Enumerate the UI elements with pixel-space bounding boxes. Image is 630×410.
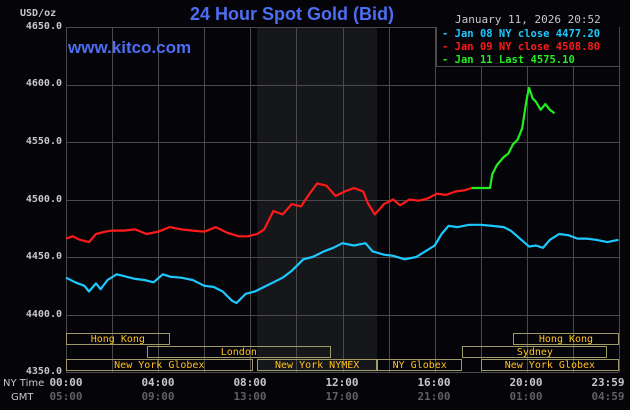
- y-tick-label: 4450.0: [25, 251, 62, 262]
- series-line-1: [65, 182, 472, 244]
- legend: - Jan 08 NY close 4477.20 - Jan 09 NY cl…: [436, 27, 619, 67]
- session-bar: Hong Kong: [513, 333, 619, 345]
- series-line-0: [65, 223, 619, 305]
- x-tick-gmt: 05:00: [49, 390, 83, 403]
- x-tick-gmt: 09:00: [141, 390, 175, 403]
- y-tick-label: 4500.0: [25, 194, 62, 205]
- ny-time-caption: NY Time: [3, 378, 45, 389]
- y-tick-label: 4350.0: [25, 366, 62, 377]
- session-bar: New York Globex: [480, 359, 619, 371]
- legend-item-jan08: - Jan 08 NY close 4477.20: [442, 28, 601, 40]
- session-bar: Hong Kong: [66, 333, 170, 345]
- website-link[interactable]: www.kitco.com: [68, 38, 192, 57]
- chart-datetime: January 11, 2026 20:52: [455, 13, 601, 26]
- x-tick-ny: 16:00: [417, 376, 451, 389]
- series-line-2: [471, 86, 556, 190]
- x-tick-gmt: 04:59: [591, 390, 625, 403]
- session-bar: New York Globex: [66, 359, 253, 371]
- x-tick-ny: 04:00: [141, 376, 175, 389]
- x-tick-ny: 12:00: [325, 376, 359, 389]
- gmt-caption: GMT: [11, 392, 34, 403]
- y-tick-label: 4600.0: [25, 78, 62, 89]
- x-tick-gmt: 13:00: [233, 390, 267, 403]
- x-tick-ny: 00:00: [49, 376, 83, 389]
- legend-item-jan11: - Jan 11 Last 4575.10: [442, 54, 575, 66]
- x-tick-ny: 20:00: [509, 376, 543, 389]
- x-tick-ny: 08:00: [233, 376, 267, 389]
- chart-title: 24 Hour Spot Gold (Bid): [190, 4, 394, 24]
- y-tick-label: 4400.0: [25, 309, 62, 320]
- session-bar: NY Globex: [377, 359, 463, 371]
- x-tick-gmt: 01:00: [509, 390, 543, 403]
- x-tick-gmt: 17:00: [325, 390, 359, 403]
- x-tick-ny: 23:59: [591, 376, 625, 389]
- session-bar: London: [146, 346, 331, 358]
- y-axis-unit: USD/oz: [20, 8, 57, 19]
- session-bar: Sydney: [462, 346, 608, 358]
- shaded-session-region: [257, 27, 378, 372]
- x-tick-gmt: 21:00: [417, 390, 451, 403]
- y-tick-label: 4650.0: [25, 21, 62, 32]
- session-bar: New York NYMEX: [257, 359, 378, 371]
- legend-item-jan09: - Jan 09 NY close 4508.80: [442, 41, 601, 53]
- y-tick-label: 4550.0: [25, 136, 62, 147]
